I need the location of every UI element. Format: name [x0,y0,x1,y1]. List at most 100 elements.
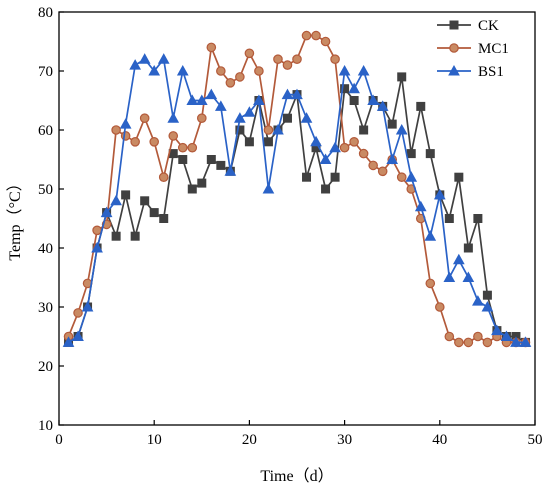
data-point-mc1 [444,331,455,342]
data-point-bs1 [367,94,380,105]
data-point-ck [244,137,254,147]
legend-label-bs1: BS1 [478,64,504,80]
data-point-mc1 [206,42,217,53]
data-point-bs1 [348,82,360,94]
data-point-mc1 [282,60,293,70]
data-point-ck [340,84,350,94]
data-point-bs1 [462,271,475,282]
data-point-mc1 [92,225,102,236]
data-point-mc1 [368,160,378,171]
data-point-bs1 [386,153,399,164]
data-point-mc1 [130,137,140,147]
data-point-mc1 [273,54,283,64]
data-point-bs1 [195,94,208,105]
x-tick-label: 40 [432,432,447,448]
data-point-bs1 [243,106,256,117]
data-point-ck [359,125,369,135]
y-tick-label: 30 [38,300,53,316]
data-point-mc1 [111,125,121,135]
data-point-ck [463,243,473,253]
data-point-bs1 [262,182,275,194]
data-point-ck [178,155,188,164]
data-point-mc1 [425,278,436,289]
data-point-bs1 [234,112,246,123]
data-point-ck [349,96,359,105]
data-point-ck [187,184,197,194]
data-point-mc1 [149,137,159,147]
data-point-bs1 [500,330,513,341]
data-point-bs1 [176,64,189,76]
data-point-bs1 [119,118,132,129]
data-point-bs1 [329,141,341,153]
y-tick-label: 20 [38,359,53,375]
data-point-ck [111,231,121,241]
data-point-mc1 [216,66,226,76]
data-point-bs1 [214,100,227,111]
data-point-bs1 [300,112,313,123]
data-point-bs1 [414,200,427,212]
data-point-bs1 [405,171,418,182]
data-point-mc1 [263,125,274,135]
data-point-bs1 [62,336,75,347]
x-tick-label: 30 [337,432,352,448]
data-point-mc1 [349,137,359,147]
data-point-ck [397,72,407,82]
data-point-bs1 [424,230,437,241]
legend-label-ck: CK [478,18,499,34]
data-point-bs1 [452,253,465,265]
data-point-bs1 [91,241,103,253]
data-point-ck [140,196,150,206]
data-point-ck [302,172,312,182]
y-tick-label: 60 [38,123,53,139]
data-point-mc1 [292,54,302,64]
legend-item-ck: CK [437,18,499,34]
data-point-ck [149,208,159,218]
data-point-ck [416,101,426,111]
y-tick-label: 80 [38,5,53,21]
data-point-mc1 [158,172,169,182]
data-point-mc1 [377,166,388,177]
series-ck [64,72,530,347]
data-point-ck [425,149,435,159]
data-point-ck [330,172,340,182]
data-point-mc1 [396,172,407,182]
y-tick-label: 70 [38,64,53,80]
data-point-ck [197,178,207,188]
series-mc1 [63,30,531,348]
data-point-mc1 [168,131,179,141]
data-point-bs1 [157,53,170,64]
data-point-ck [263,137,273,147]
data-point-mc1 [330,54,340,64]
data-point-bs1 [395,123,408,135]
data-point-mc1 [320,36,331,47]
data-point-mc1 [473,331,483,342]
data-point-bs1 [281,88,294,100]
data-point-mc1 [225,78,236,88]
data-point-ck [206,155,216,164]
data-point-bs1 [481,300,494,312]
data-point-mc1 [311,30,321,41]
data-point-bs1 [310,135,322,147]
data-point-bs1 [138,53,151,64]
data-point-bs1 [148,64,161,76]
data-point-mc1 [358,148,369,159]
data-point-mc1 [244,48,255,59]
data-point-bs1 [253,94,265,105]
data-point-ck [454,172,464,182]
data-point-mc1 [187,142,198,153]
data-point-mc1 [463,337,474,348]
data-point-bs1 [357,64,370,76]
x-tick-label: 10 [147,432,162,448]
y-tick-label: 10 [38,418,53,434]
plot-frame [58,11,536,426]
data-point-bs1 [205,88,218,100]
series-line-ck [68,76,526,344]
data-point-bs1 [376,100,389,111]
x-tick-label: 50 [528,432,543,448]
data-point-mc1 [235,72,245,82]
legend-marker-bs1 [448,64,460,76]
data-point-mc1 [454,337,464,348]
data-point-mc1 [482,337,493,348]
